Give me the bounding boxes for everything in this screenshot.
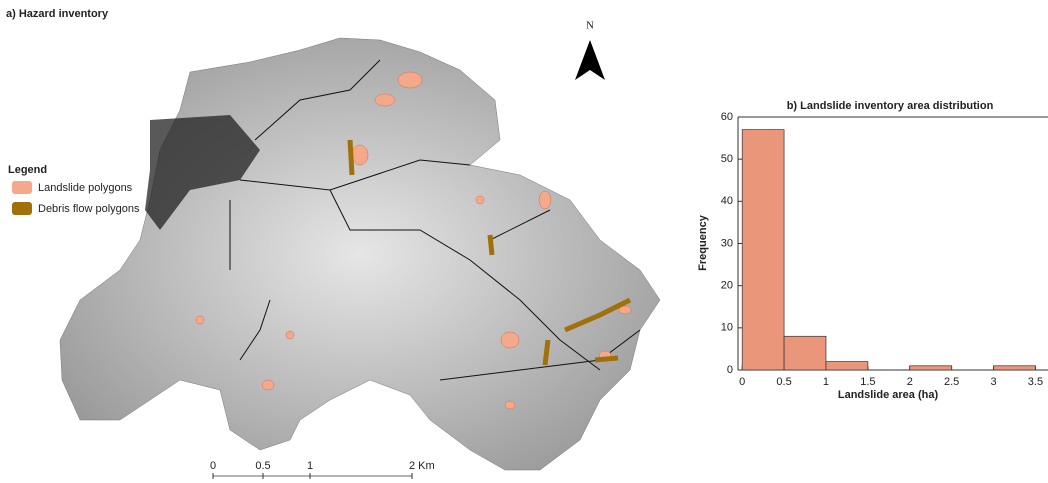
north-label: N (586, 20, 594, 32)
x-tick-label: 3.5 (1028, 376, 1043, 388)
legend-swatch (12, 181, 32, 194)
x-tick-label: 1 (823, 376, 829, 388)
x-tick-label: 0 (739, 376, 745, 388)
y-tick-label: 10 (721, 322, 733, 334)
map-area (60, 38, 660, 470)
legend-label: Debris flow polygons (38, 203, 140, 215)
histogram: 0 10 20 30 40 50 60 0 0.5 1 1.5 2 2.5 3 3.5 b) Landslid… (697, 100, 1048, 401)
chart-title: b) Landslide inventory area distribution (787, 100, 994, 112)
scale-label: 2 Km (409, 460, 435, 472)
y-tick-label: 60 (721, 111, 733, 123)
y-axis-label: Frequency (697, 214, 709, 271)
figure: a) Hazard inventory N Legend Landslide po… (0, 0, 1048, 483)
y-tick-label: 30 (721, 237, 733, 249)
scale-label: 0.5 (255, 460, 270, 472)
y-tick-label: 50 (721, 153, 733, 165)
legend-swatch (12, 202, 32, 215)
legend-label: Landslide polygons (38, 182, 133, 194)
legend: Legend Landslide polygons Debris flow poly… (8, 164, 140, 215)
x-tick-label: 2 (907, 376, 913, 388)
y-tick-label: 40 (721, 195, 733, 207)
y-tick-label: 20 (721, 280, 733, 292)
x-tick-label: 0.5 (776, 376, 791, 388)
x-tick-label: 2.5 (944, 376, 959, 388)
bar (742, 130, 784, 370)
bar (994, 366, 1036, 370)
map-title: a) Hazard inventory (6, 8, 109, 20)
legend-title: Legend (8, 164, 47, 176)
north-arrow (575, 40, 605, 80)
scale-label: 0 (210, 460, 216, 472)
y-tick-label: 0 (727, 364, 733, 376)
bar (910, 366, 952, 370)
x-tick-label: 3 (990, 376, 996, 388)
scale-label: 1 (307, 460, 313, 472)
bar (784, 336, 826, 370)
x-tick-label: 1.5 (860, 376, 875, 388)
x-axis-label: Landslide area (ha) (838, 389, 939, 401)
bar (826, 362, 868, 370)
